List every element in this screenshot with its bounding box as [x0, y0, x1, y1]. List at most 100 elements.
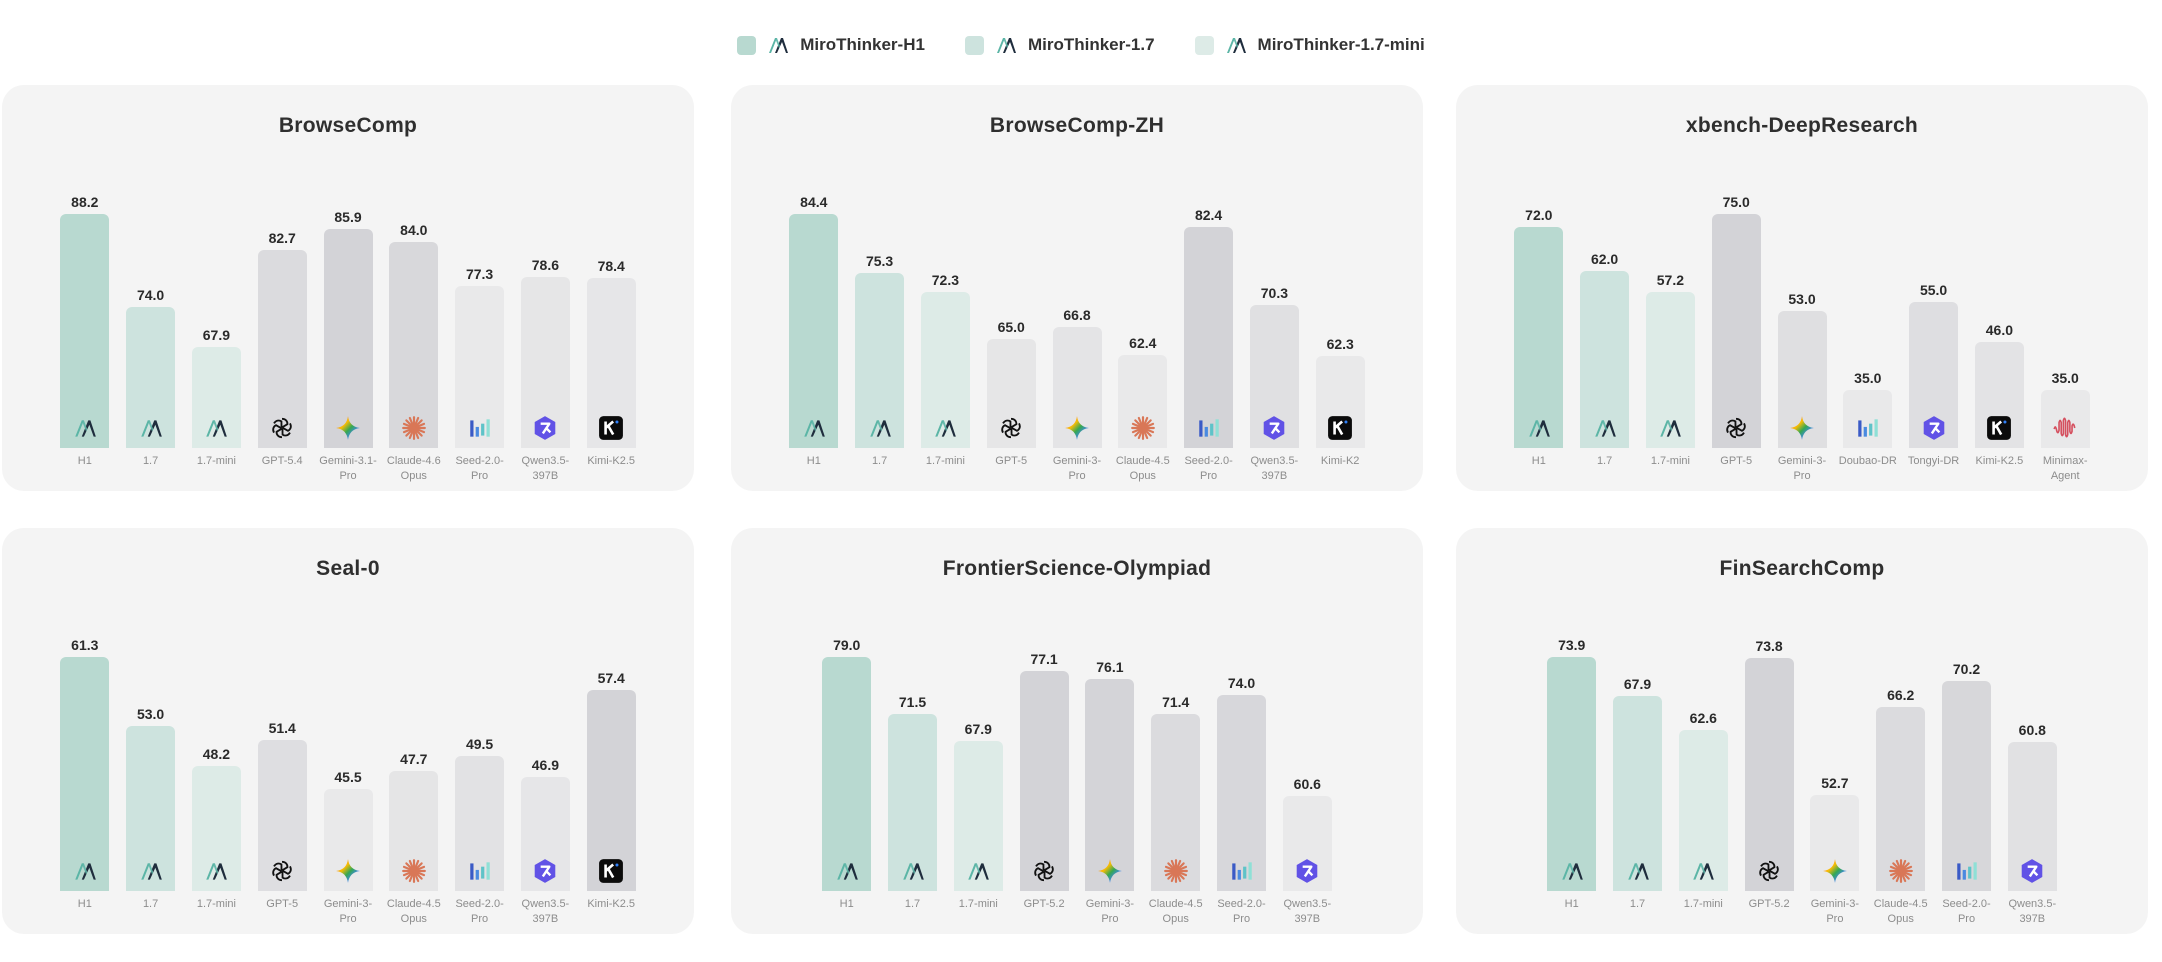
plot-area: 72.0 H1 62.0 1.7 57.2 1.7-mini 75.0 GPT-5 53.0 Ge…: [1456, 85, 2148, 491]
bar-value-label: 67.9: [1623, 676, 1652, 692]
x-tick-label: GPT-5.2: [1748, 898, 1790, 910]
chart-card-seal-0: Seal-0 61.3 H1 53.0 1.7 48.2 1.7-mini 51.4 GPT-…: [2, 528, 694, 934]
bar: [1613, 696, 1662, 891]
x-tick-label: 1.7-mini: [925, 455, 965, 467]
x-tick-label: 1.7-mini: [958, 898, 998, 910]
mirothinker-logo-icon: [1591, 414, 1619, 442]
x-tick-label: Gemini-3- Pro: [1085, 898, 1135, 925]
x-tick-label: Claude-4.5 Opus: [386, 898, 441, 925]
x-tick-label: Kimi-K2.5: [587, 455, 636, 467]
mirothinker-logo-icon: [899, 857, 927, 885]
x-tick-label: Gemini-3- Pro: [1777, 455, 1827, 482]
mirothinker-logo-icon: [766, 33, 790, 57]
chart-card-browsecomp: BrowseComp 88.2 H1 74.0 1.7 67.9 1.7-mini 82.7…: [2, 85, 694, 491]
x-tick-label: 1.7: [142, 455, 159, 467]
bar-value-label: 53.0: [136, 706, 165, 723]
x-tick-label: H1: [806, 455, 821, 467]
x-tick-label: GPT-5: [995, 455, 1028, 467]
bar: [323, 229, 373, 448]
bar-value-label: 45.5: [334, 769, 362, 786]
x-tick-label: 1.7-mini: [196, 898, 236, 910]
bar: [1085, 678, 1135, 891]
mirothinker-logo-icon: [833, 857, 861, 885]
bar-value-label: 76.1: [1096, 658, 1124, 675]
legend-item-h1[interactable]: MiroThinker-H1: [737, 33, 925, 57]
x-tick-label: Kimi-K2.5: [587, 898, 636, 910]
seed-logo-icon: [1228, 857, 1256, 885]
bar-value-label: 60.8: [2018, 722, 2046, 739]
openai-logo-icon: [1755, 857, 1783, 885]
x-tick-label: Claude-4.5 Opus: [1148, 898, 1203, 925]
x-tick-label: 1.7: [904, 898, 921, 910]
legend-swatch: [737, 35, 757, 55]
bar-value-label: 77.1: [1030, 651, 1058, 668]
seed-logo-icon: [1854, 414, 1882, 442]
bar-value-label: 61.3: [71, 637, 99, 653]
qwen-logo-icon: [531, 857, 559, 885]
legend-item-1-7-mini[interactable]: MiroThinker-1.7-mini: [1194, 33, 1425, 57]
bar: [1514, 227, 1564, 448]
plot-area: 79.0 H1 71.5 1.7 67.9 1.7-mini 77.1 GPT-5.2 76.1…: [731, 528, 1423, 934]
qwen-logo-icon: [2018, 857, 2046, 885]
claude-logo-icon: [1162, 857, 1190, 885]
bar: [855, 272, 905, 448]
x-tick-label: 1.7: [142, 898, 159, 910]
x-tick-label: Seed-2.0- Pro: [1942, 898, 1991, 925]
x-tick-label: 1.7-mini: [1683, 898, 1723, 910]
chart-title: BrowseComp-ZH: [989, 114, 1165, 137]
x-tick-label: GPT-5: [266, 898, 299, 910]
kimi-logo-icon: [1985, 414, 2013, 442]
mirothinker-logo-icon: [1525, 414, 1553, 442]
bar-value-label: 52.7: [1821, 774, 1849, 791]
bar: [1843, 389, 1893, 448]
bar-value-label: 67.9: [202, 327, 231, 344]
mirothinker-logo-icon: [1624, 857, 1652, 885]
mirothinker-logo-icon: [137, 857, 165, 885]
x-tick-label: GPT-5.4: [261, 455, 303, 467]
chart-card-finsearchcomp: FinSearchComp 73.9 H1 67.9 1.7 62.6 1.7-mini 7…: [1456, 528, 2148, 934]
bar: [822, 657, 872, 891]
legend-item-1-7[interactable]: MiroThinker-1.7: [964, 33, 1155, 57]
openai-logo-icon: [997, 414, 1025, 442]
bar-value-label: 53.0: [1788, 290, 1816, 307]
chart-card-xbench-deepresearch: xbench-DeepResearch 72.0 H1 62.0 1.7 57.2 1.7…: [1456, 85, 2148, 491]
bar-value-label: 49.5: [465, 735, 494, 752]
mirothinker-logo-icon: [71, 414, 99, 442]
qwen-logo-icon: [1260, 414, 1288, 442]
gemini-logo-icon: [1788, 414, 1816, 442]
claude-logo-icon: [1887, 857, 1915, 885]
bar-value-label: 75.3: [865, 252, 894, 269]
chart-card-browsecomp-zh: BrowseComp-ZH 84.4 H1 75.3 1.7 72.3 1.7-mini 6…: [731, 85, 1423, 491]
bar-value-label: 65.0: [997, 318, 1025, 335]
seed-logo-icon: [1195, 414, 1223, 442]
bar-value-label: 82.7: [268, 230, 296, 247]
bar-value-label: 82.4: [1194, 206, 1223, 223]
x-tick-label: GPT-5: [1720, 455, 1753, 467]
bar: [1744, 657, 1794, 891]
x-tick-label: 1.7: [1596, 455, 1613, 467]
seed-logo-icon: [1953, 857, 1981, 885]
x-tick-label: 1.7-mini: [1650, 455, 1690, 467]
x-tick-label: Doubao-DR: [1838, 455, 1897, 467]
bar: [126, 726, 176, 891]
claude-logo-icon: [400, 414, 428, 442]
x-tick-label: Qwen3.5- 397B: [1250, 455, 1299, 482]
x-tick-label: H1: [839, 898, 854, 910]
bar-value-label: 62.0: [1590, 251, 1619, 268]
bar-value-label: 72.3: [931, 271, 960, 288]
bar-value-label: 62.3: [1326, 336, 1354, 353]
gemini-logo-icon: [1821, 857, 1849, 885]
x-tick-label: Gemini-3- Pro: [1810, 898, 1860, 925]
bar-value-label: 71.5: [898, 693, 927, 710]
bar-value-label: 84.4: [800, 194, 828, 210]
plot-area: 84.4 H1 75.3 1.7 72.3 1.7-mini 65.0 GPT-5 66.8 Ge…: [731, 85, 1423, 491]
bar: [1547, 657, 1597, 891]
x-tick-label: H1: [77, 898, 92, 910]
legend-label: MiroThinker-1.7: [1027, 35, 1155, 54]
bar-value-label: 48.2: [202, 746, 231, 763]
mirothinker-logo-icon: [1656, 414, 1684, 442]
openai-logo-icon: [1030, 857, 1058, 885]
kimi-logo-icon: [1326, 414, 1354, 442]
x-tick-label: Gemini-3- Pro: [1052, 455, 1102, 482]
x-tick-label: Kimi-K2.5: [1975, 455, 2024, 467]
